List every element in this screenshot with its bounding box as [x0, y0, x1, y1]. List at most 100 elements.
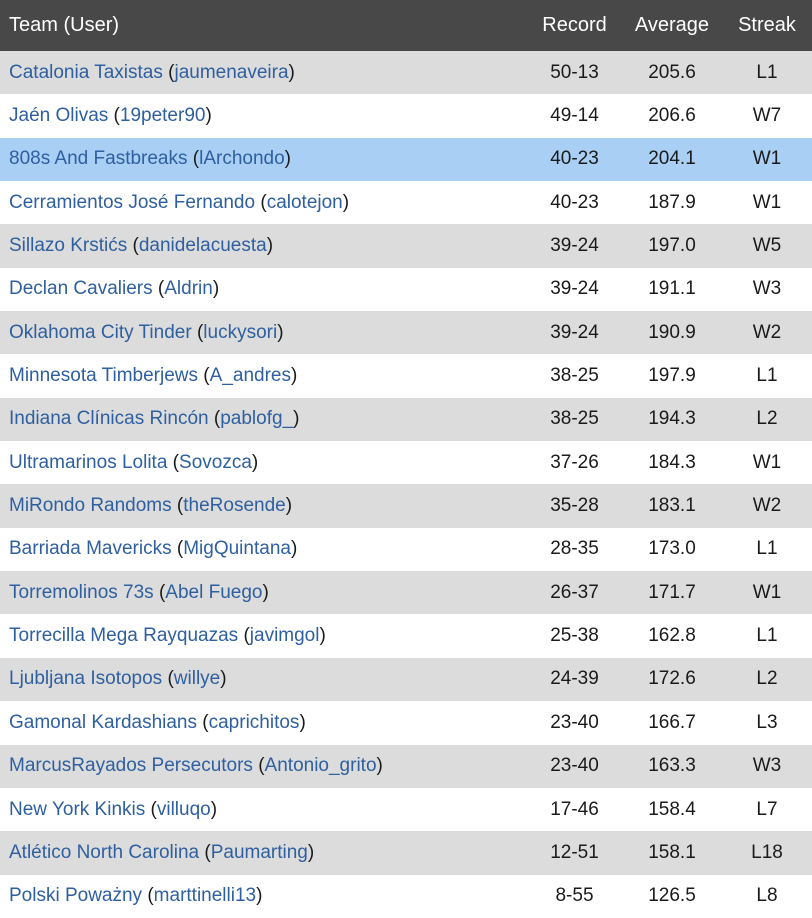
paren-close: ) [262, 581, 269, 603]
average-cell: 187.9 [622, 181, 722, 225]
team-link[interactable]: Torrecilla Mega Rayquazas [9, 625, 239, 647]
streak-cell: W3 [722, 267, 812, 312]
team-link[interactable]: New York Kinkis [9, 798, 146, 820]
user-link[interactable]: jaumenaveira [174, 61, 289, 83]
team-cell: Barriada Mavericks (MigQuintana) [0, 527, 527, 572]
team-cell: 808s And Fastbreaks (lArchondo) [0, 137, 527, 182]
user-link[interactable]: pablofg_ [220, 408, 294, 430]
table-row: New York Kinkis (villuqo) 17-46 158.4 L7 [0, 787, 812, 832]
team-cell: Gamonal Kardashians (caprichitos) [0, 701, 527, 745]
paren-open: ( [167, 451, 180, 473]
team-cell: Oklahoma City Tinder (luckysori) [0, 311, 527, 355]
paren-close: ) [290, 538, 298, 560]
user-link[interactable]: calotejon [266, 191, 343, 213]
table-row: Torremolinos 73s (Abel Fuego) 26-37 171.7 W… [0, 571, 812, 615]
streak-cell: L18 [722, 831, 812, 875]
record-cell: 35-28 [527, 484, 622, 528]
team-cell: Torremolinos 73s (Abel Fuego) [0, 571, 527, 615]
record-cell: 49-14 [527, 94, 622, 138]
average-cell: 204.1 [622, 137, 722, 182]
record-cell: 28-35 [527, 527, 622, 572]
streak-cell: L1 [722, 354, 812, 398]
team-cell: Jaén Olivas (19peter90) [0, 94, 527, 138]
header-team: Team (User) [0, 0, 527, 51]
average-cell: 194.3 [622, 397, 722, 442]
team-link[interactable]: 808s And Fastbreaks [9, 148, 188, 170]
team-cell: New York Kinkis (villuqo) [0, 787, 527, 832]
streak-cell: W3 [722, 744, 812, 788]
team-link[interactable]: Ultramarinos Lolita [9, 451, 168, 473]
user-link[interactable]: A_andres [209, 365, 291, 387]
team-link[interactable]: Oklahoma City Tinder [9, 321, 192, 343]
user-link[interactable]: luckysori [203, 321, 278, 343]
user-link[interactable]: Antonio_grito [264, 755, 377, 777]
paren-open: ( [127, 235, 139, 257]
table-row: Declan Cavaliers (Aldrin) 39-24 191.1 W3 [0, 267, 812, 312]
user-link[interactable]: marttinelli13 [153, 885, 257, 907]
user-link[interactable]: villuqo [156, 798, 211, 820]
record-cell: 37-26 [527, 441, 622, 485]
user-link[interactable]: lArchondo [199, 148, 285, 170]
record-cell: 25-38 [527, 614, 622, 658]
team-link[interactable]: Polski Poważny [9, 885, 143, 907]
paren-close: ) [307, 841, 315, 863]
team-link[interactable]: Minnesota Timberjews [9, 365, 199, 387]
user-link[interactable]: danidelacuesta [138, 235, 267, 257]
team-cell: MarcusRayados Persecutors (Antonio_grito… [0, 744, 527, 788]
team-link[interactable]: Declan Cavaliers [9, 278, 153, 300]
average-cell: 158.1 [622, 831, 722, 875]
record-cell: 23-40 [527, 744, 622, 788]
user-link[interactable]: javimgol [249, 625, 320, 647]
user-link[interactable]: theRosende [183, 495, 286, 517]
record-cell: 12-51 [527, 831, 622, 875]
paren-open: ( [162, 61, 175, 83]
table-row: Catalonia Taxistas (jaumenaveira) 50-13 20… [0, 51, 812, 95]
header-row: Team (User) Record Average Streak [0, 0, 812, 51]
streak-cell: W1 [722, 137, 812, 182]
streak-cell: L1 [722, 51, 812, 95]
user-link[interactable]: caprichitos [208, 711, 300, 733]
team-cell: Atlético North Carolina (Paumarting) [0, 831, 527, 875]
record-cell: 38-25 [527, 397, 622, 442]
paren-close: ) [266, 235, 274, 257]
average-cell: 162.8 [622, 614, 722, 658]
team-link[interactable]: Indiana Clínicas Rincón [9, 408, 209, 430]
record-cell: 8-55 [527, 874, 622, 918]
team-cell: Ultramarinos Lolita (Sovozca) [0, 441, 527, 485]
team-link[interactable]: Ljubljana Isotopos [9, 668, 163, 690]
streak-cell: L1 [722, 527, 812, 572]
user-link[interactable]: Paumarting [210, 841, 308, 863]
team-link[interactable]: Barriada Mavericks [9, 538, 172, 560]
table-row: MarcusRayados Persecutors (Antonio_grito… [0, 744, 812, 788]
team-link[interactable]: Cerramientos José Fernando [9, 191, 256, 213]
user-link[interactable]: Abel Fuego [165, 581, 263, 603]
team-cell: Ljubljana Isotopos (willye) [0, 657, 527, 702]
team-link[interactable]: MarcusRayados Persecutors [9, 755, 253, 777]
team-link[interactable]: Catalonia Taxistas [9, 61, 163, 83]
user-link[interactable]: 19peter90 [119, 105, 206, 127]
paren-open: ( [252, 755, 265, 777]
streak-cell: W1 [722, 441, 812, 485]
team-link[interactable]: Torremolinos 73s [9, 581, 154, 603]
user-link[interactable]: Sovozca [179, 451, 252, 473]
paren-open: ( [191, 321, 204, 343]
table-row: Gamonal Kardashians (caprichitos) 23-40 16… [0, 701, 812, 745]
streak-cell: L7 [722, 787, 812, 832]
table-row: Atlético North Carolina (Paumarting) 12-5… [0, 831, 812, 875]
paren-open: ( [142, 885, 154, 907]
average-cell: 190.9 [622, 311, 722, 355]
team-link[interactable]: MiRondo Randoms [9, 495, 172, 517]
user-link[interactable]: Aldrin [164, 278, 213, 300]
streak-cell: W2 [722, 311, 812, 355]
team-link[interactable]: Atlético North Carolina [9, 841, 200, 863]
team-link[interactable]: Sillazo Krstićs [9, 235, 128, 257]
user-link[interactable]: MigQuintana [183, 538, 291, 560]
average-cell: 184.3 [622, 441, 722, 485]
streak-cell: W2 [722, 484, 812, 528]
average-cell: 197.9 [622, 354, 722, 398]
team-cell: Cerramientos José Fernando (calotejon) [0, 181, 527, 225]
user-link[interactable]: willye [173, 668, 221, 690]
paren-open: ( [187, 148, 200, 170]
team-link[interactable]: Jaén Olivas [9, 105, 109, 127]
team-link[interactable]: Gamonal Kardashians [9, 711, 197, 733]
